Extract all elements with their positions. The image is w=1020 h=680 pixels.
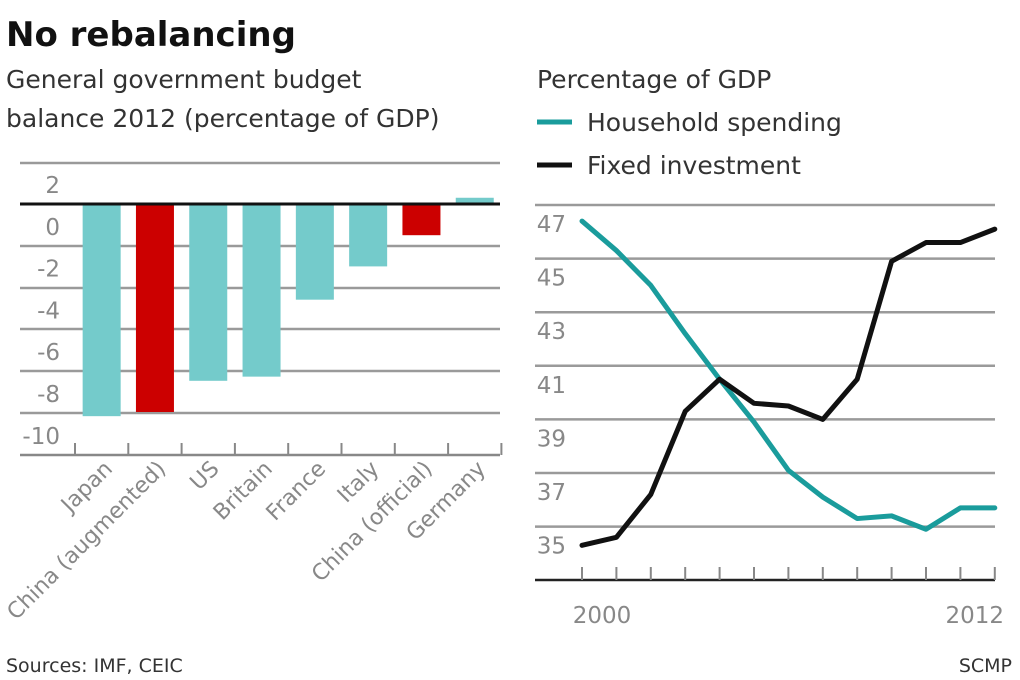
y-tick-label: 2 xyxy=(45,173,60,199)
bar-china-augmented- xyxy=(135,204,174,412)
legend-household: Household spending xyxy=(587,108,842,137)
y-tick-label: -4 xyxy=(37,298,60,324)
y-tick-label: 45 xyxy=(537,266,566,292)
y-tick-label: 35 xyxy=(537,534,566,560)
y-tick-label: 39 xyxy=(537,426,566,452)
bar-chart-title-line-2: balance 2012 (percentage of GDP) xyxy=(6,104,439,133)
y-tick-label: 41 xyxy=(537,373,566,399)
bar-us xyxy=(189,204,228,381)
y-tick-label: 37 xyxy=(537,480,566,506)
y-tick-label: -2 xyxy=(37,257,60,283)
bar-china-official- xyxy=(402,204,441,236)
credit: SCMP xyxy=(959,655,1012,677)
bar-japan xyxy=(82,204,121,417)
household-spending-line xyxy=(579,218,998,532)
main-title: No rebalancing xyxy=(6,15,296,55)
bar-italy xyxy=(349,204,388,267)
y-tick-label: -10 xyxy=(22,424,60,450)
y-tick-label: -6 xyxy=(37,340,60,366)
legend-investment: Fixed investment xyxy=(587,151,801,180)
bar-chart-title-line-1: General government budget xyxy=(6,65,362,94)
x-tick-label: 2012 xyxy=(946,603,1005,629)
line-chart-title: Percentage of GDP xyxy=(537,65,771,94)
y-tick-label: 0 xyxy=(45,215,60,241)
x-category-label: US xyxy=(186,457,225,496)
sources: Sources: IMF, CEIC xyxy=(6,655,183,677)
bar-germany xyxy=(455,197,494,204)
line-chart: 47 45 43 41 39 37 35 2000 2012 xyxy=(535,203,1005,629)
x-tick-label: 2000 xyxy=(573,603,632,629)
bar-france xyxy=(295,204,334,300)
x-category-label: France xyxy=(262,457,331,526)
bar-britain xyxy=(242,204,281,377)
y-tick-label: -8 xyxy=(37,382,60,408)
y-tick-label: 43 xyxy=(537,319,566,345)
y-tick-label: 47 xyxy=(537,212,566,238)
